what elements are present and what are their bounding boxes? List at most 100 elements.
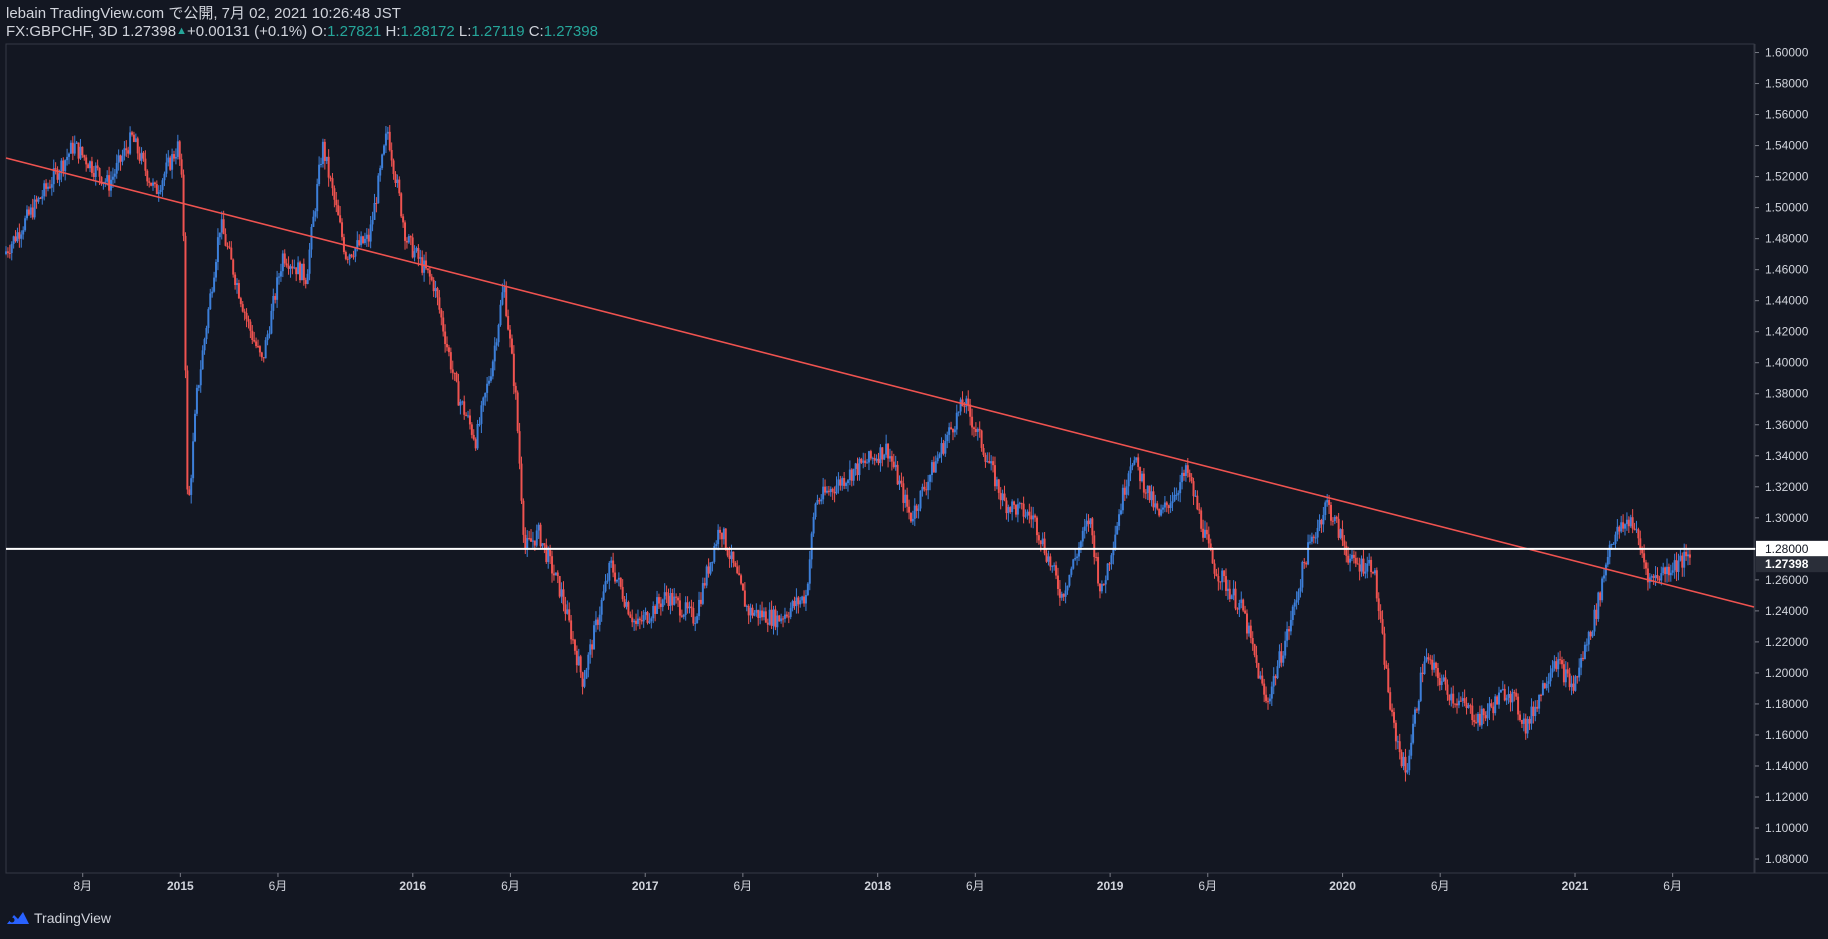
candle-body <box>138 153 141 161</box>
candle-body <box>1100 584 1103 592</box>
candle-body <box>883 454 886 460</box>
candle-body <box>1076 556 1079 558</box>
candle-body <box>270 310 273 334</box>
candle-body <box>467 415 470 417</box>
candle-body <box>1633 528 1636 530</box>
candle-body <box>795 597 798 607</box>
candle-body <box>1286 629 1289 641</box>
candle-body <box>258 346 261 353</box>
candle-body <box>530 538 533 542</box>
candle-body <box>1381 619 1384 634</box>
candle-body <box>176 141 179 157</box>
candle-body <box>1005 500 1008 514</box>
candle-body <box>1282 655 1285 663</box>
candle-body <box>940 443 943 455</box>
candle-body <box>1188 472 1191 478</box>
x-tick-label: 2019 <box>1097 879 1124 893</box>
candle-body <box>581 672 584 687</box>
candle-body <box>293 267 296 269</box>
candle-body <box>486 383 489 393</box>
candle-body <box>829 488 832 493</box>
candle-body <box>331 178 334 189</box>
symbol-label[interactable]: FX:GBPCHF, 3D <box>6 23 118 40</box>
candle-body <box>1507 694 1510 698</box>
candle-body <box>1276 666 1279 679</box>
candle-body <box>75 142 78 144</box>
candle-body <box>606 580 609 582</box>
candle-body <box>430 276 433 280</box>
candle-body <box>1494 696 1497 714</box>
candle-body <box>436 288 439 298</box>
candle-body <box>1182 472 1185 476</box>
candle-body <box>657 597 660 604</box>
candle-body <box>1459 700 1462 702</box>
candle-body <box>398 179 401 194</box>
candle-body <box>797 597 800 605</box>
candle-body <box>1240 599 1243 604</box>
y-tick-label: 1.08000 <box>1765 852 1809 866</box>
candle-body <box>1482 708 1485 716</box>
candle-body <box>833 491 836 494</box>
candle-body <box>892 461 895 468</box>
candle-body <box>1576 676 1579 678</box>
candle-body <box>1635 529 1638 531</box>
candle-body <box>934 461 937 473</box>
candle-body <box>1457 700 1460 706</box>
candle-body <box>1658 578 1661 581</box>
candle-body <box>419 257 422 259</box>
candle-body <box>881 447 884 460</box>
candle-body <box>1585 644 1588 646</box>
footer-brand[interactable]: TradingView <box>6 910 111 926</box>
candle-body <box>463 401 466 415</box>
candle-body <box>1677 560 1680 572</box>
candle-body <box>915 505 918 511</box>
candle-body <box>87 164 90 169</box>
candle-body <box>1234 588 1237 609</box>
candle-body <box>1612 543 1615 545</box>
candle-body <box>1343 540 1346 546</box>
candle-body <box>1213 563 1216 574</box>
candle-body <box>1196 495 1199 510</box>
candle-body <box>1194 495 1197 497</box>
candle-body <box>644 611 647 616</box>
candle-body <box>474 439 477 449</box>
candle-body <box>1129 466 1132 474</box>
candle-body <box>629 614 632 618</box>
candle-body <box>1224 576 1227 591</box>
y-tick-label: 1.42000 <box>1765 325 1809 339</box>
candle-body <box>526 538 529 549</box>
candle-body <box>188 489 191 495</box>
candle-body <box>1249 625 1252 638</box>
candle-body <box>1244 610 1247 614</box>
candle-body <box>822 486 825 500</box>
candle-body <box>186 370 189 490</box>
candle-body <box>1593 609 1596 632</box>
candle-body <box>6 251 9 253</box>
candle-body <box>906 494 909 507</box>
candle-body <box>337 205 340 216</box>
candle-body <box>1475 722 1478 724</box>
candle-body <box>698 599 701 617</box>
candle-body <box>1064 590 1067 597</box>
candle-body <box>478 423 481 425</box>
candle-body <box>1454 703 1457 705</box>
candle-body <box>946 434 949 442</box>
candle-body <box>272 296 275 311</box>
candle-body <box>318 164 321 185</box>
candle-body <box>453 372 456 374</box>
candle-body <box>1024 515 1027 517</box>
candle-body <box>180 159 183 175</box>
candle-body <box>531 540 534 542</box>
candle-body <box>335 199 338 206</box>
candle-body <box>537 524 540 531</box>
candle-body <box>1037 535 1040 541</box>
candle-body <box>1664 567 1667 575</box>
candle-body <box>1242 599 1245 611</box>
candle-body <box>123 148 126 156</box>
candle-body <box>894 464 897 468</box>
candle-body <box>1408 755 1411 771</box>
x-tick-label: 6月 <box>966 879 985 893</box>
candle-body <box>493 345 496 362</box>
candle-body <box>310 226 313 250</box>
